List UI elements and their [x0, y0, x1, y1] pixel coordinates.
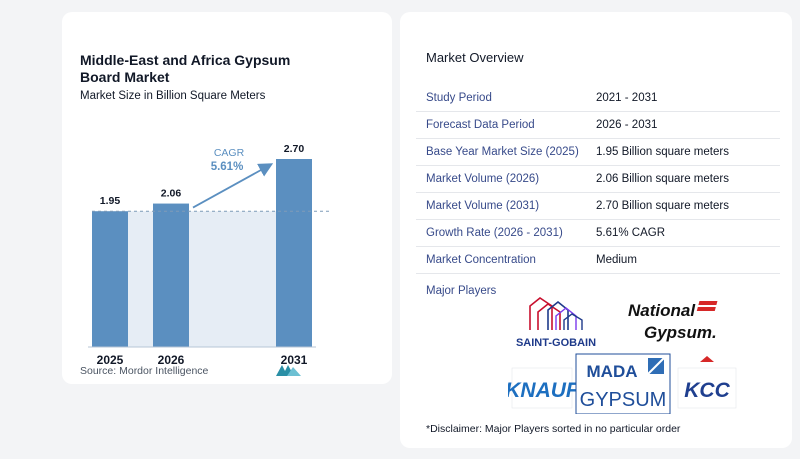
- row-label: Study Period: [426, 92, 492, 104]
- mada-text: MADA: [587, 362, 638, 381]
- category-label-2031: 2031: [281, 353, 308, 367]
- overview-row-forecast-period: Forecast Data Period 2026 - 2031: [416, 112, 780, 139]
- row-label: Market Volume (2026): [426, 173, 540, 185]
- value-label-2031: 2.70: [284, 143, 305, 155]
- row-value: 1.95 Billion square meters: [596, 146, 729, 158]
- row-value: 5.61% CAGR: [596, 227, 666, 239]
- national-gypsum-logo: National Gypsum.: [628, 301, 718, 342]
- kcc-text: KCC: [684, 379, 730, 402]
- value-label-2026: 2.06: [161, 188, 182, 200]
- row-label: Market Concentration: [426, 254, 536, 266]
- chart-card: Middle-East and Africa Gypsum Board Mark…: [62, 12, 392, 384]
- kcc-logo: KCC: [677, 356, 737, 409]
- cagr-value: 5.61%: [211, 161, 244, 173]
- national-gypsum-text-1: National: [628, 301, 696, 320]
- chart-subtitle: Market Size in Billion Square Meters: [80, 90, 266, 102]
- major-players-label: Major Players: [426, 285, 497, 297]
- row-value: 2.70 Billion square meters: [596, 200, 729, 212]
- overview-table: Study Period 2021 - 2031 Forecast Data P…: [416, 85, 780, 274]
- saint-gobain-logo: SAINT-GOBAIN: [516, 297, 596, 349]
- mada-gypsum-text: GYPSUM: [580, 389, 667, 411]
- mordor-logo-icon: [276, 365, 301, 376]
- row-label: Base Year Market Size (2025): [426, 146, 579, 158]
- major-players-logos: SAINT-GOBAIN National Gypsum. KNAUF MADA…: [508, 297, 737, 414]
- category-label-2025: 2025: [97, 353, 124, 367]
- cagr-arrow: [192, 163, 274, 209]
- knauf-text: KNAUF: [508, 379, 580, 402]
- row-value: 2021 - 2031: [596, 92, 658, 104]
- knauf-logo: KNAUF: [508, 367, 580, 409]
- row-value: 2.06 Billion square meters: [596, 173, 729, 185]
- reference-band: [128, 211, 276, 347]
- bar-2025: [92, 211, 128, 347]
- category-label-2026: 2026: [158, 353, 185, 367]
- market-overview-card: Market Overview Study Period 2021 - 2031…: [400, 12, 792, 448]
- overview-row-concentration: Market Concentration Medium: [416, 247, 780, 274]
- chart-title: Middle-East and Africa Gypsum Board Mark…: [80, 52, 291, 85]
- overview-row-volume-2026: Market Volume (2026) 2.06 Billion square…: [416, 166, 780, 193]
- overview-row-volume-2031: Market Volume (2031) 2.70 Billion square…: [416, 193, 780, 220]
- row-label: Growth Rate (2026 - 2031): [426, 227, 563, 239]
- row-label: Market Volume (2031): [426, 200, 540, 212]
- bar-2026: [153, 203, 189, 347]
- row-value: 2026 - 2031: [596, 119, 658, 131]
- saint-gobain-text: SAINT-GOBAIN: [516, 337, 596, 349]
- bar-chart: 1.95 2025 2.06 2026 2.70 2031 CAGR 5.61%: [88, 143, 332, 367]
- overview-row-growth-rate: Growth Rate (2026 - 2031) 5.61% CAGR: [416, 220, 780, 247]
- row-label: Forecast Data Period: [426, 119, 535, 131]
- source-note: Source: Mordor Intelligence: [80, 365, 209, 377]
- row-value: Medium: [596, 254, 637, 266]
- national-gypsum-text-2: Gypsum.: [644, 323, 717, 342]
- cagr-label: CAGR: [214, 147, 245, 159]
- disclaimer: *Disclaimer: Major Players sorted in no …: [426, 423, 681, 435]
- bar-2031: [276, 159, 312, 347]
- overview-title: Market Overview: [426, 50, 524, 65]
- value-label-2025: 1.95: [100, 195, 121, 207]
- overview-row-base-year-size: Base Year Market Size (2025) 1.95 Billio…: [416, 139, 780, 166]
- overview-row-study-period: Study Period 2021 - 2031: [416, 85, 780, 112]
- mada-gypsum-logo: MADA GYPSUM: [575, 353, 671, 414]
